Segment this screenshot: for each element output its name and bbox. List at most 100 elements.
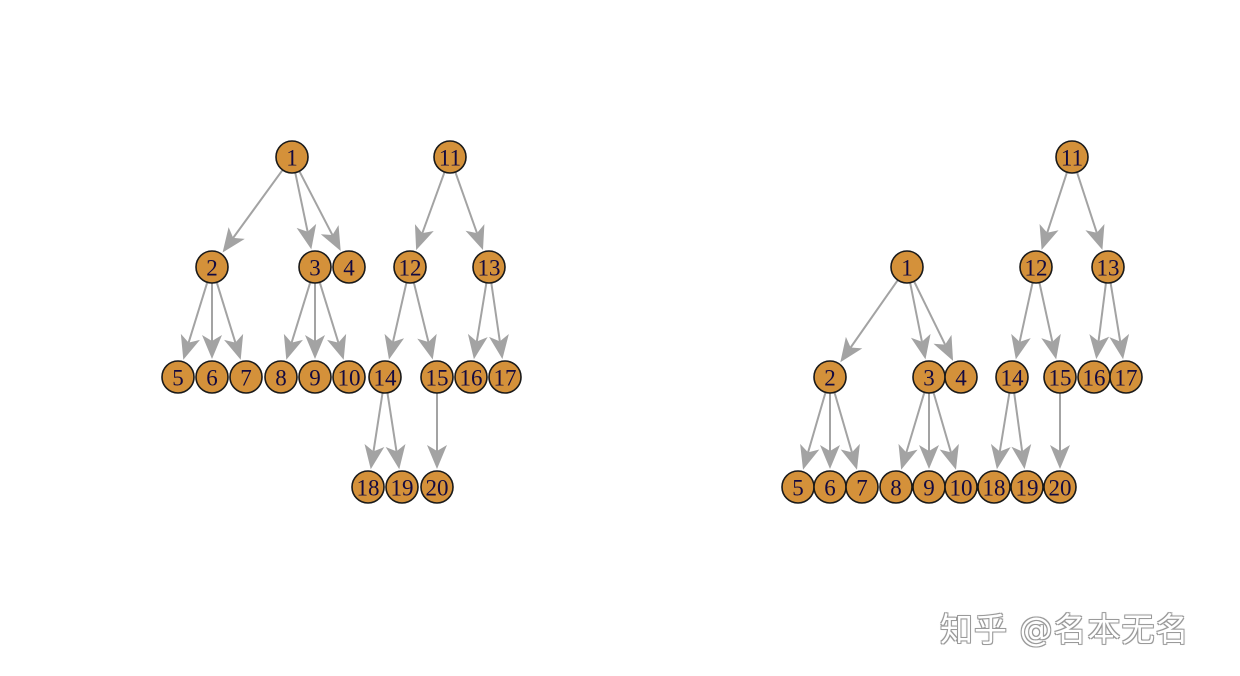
node-3: 3	[912, 360, 946, 394]
node-label: 8	[275, 366, 287, 391]
arrowhead-icon	[222, 227, 245, 253]
arrowhead-icon	[305, 335, 325, 359]
edge-3-10	[932, 392, 959, 470]
edge-13-16	[1089, 282, 1110, 360]
node-circle	[368, 360, 402, 394]
node-13: 13	[1091, 250, 1125, 284]
edge-2-7	[215, 281, 244, 360]
node-label: 2	[206, 256, 218, 281]
arrowhead-icon	[427, 445, 447, 469]
edge-14-18	[364, 392, 385, 470]
edge-12-14	[1011, 282, 1034, 360]
node-circle	[298, 360, 332, 394]
node-label: 11	[1061, 146, 1083, 171]
arrowhead-icon	[939, 443, 959, 470]
node-7: 7	[845, 470, 879, 504]
node-circle	[351, 470, 385, 504]
node-label: 3	[923, 366, 935, 391]
edge-3-9	[305, 283, 325, 359]
node-circle	[275, 140, 309, 174]
node-11: 11	[433, 140, 467, 174]
edge-1-3	[294, 172, 317, 250]
edge-14-19	[1011, 392, 1032, 470]
node-16: 16	[454, 360, 488, 394]
node-9: 9	[912, 470, 946, 504]
arrowhead-icon	[1085, 223, 1105, 250]
node-label: 10	[950, 476, 973, 501]
node-circle	[264, 360, 298, 394]
node-circle	[433, 140, 467, 174]
node-6: 6	[813, 470, 847, 504]
edge-layer	[800, 171, 1130, 470]
node-15: 15	[420, 360, 454, 394]
arrowhead-icon	[1041, 333, 1061, 360]
node-label: 15	[1049, 366, 1072, 391]
watermark-text: 知乎 @名本无名	[940, 610, 1190, 649]
node-2: 2	[195, 250, 229, 284]
edge-line	[913, 280, 947, 346]
node-label: 14	[374, 366, 398, 391]
node-17: 17	[488, 360, 522, 394]
edge-1-3	[909, 282, 931, 360]
node-1: 1	[890, 250, 924, 284]
node-circle	[488, 360, 522, 394]
edge-line	[290, 281, 312, 343]
edge-line	[386, 392, 398, 452]
node-circle	[977, 470, 1011, 504]
node-circle	[229, 360, 263, 394]
edge-line	[318, 281, 340, 343]
edge-1-2	[840, 279, 899, 363]
node-circle	[298, 250, 332, 284]
arrowhead-icon	[414, 224, 434, 251]
node-label: 1	[286, 146, 298, 171]
arrowhead-icon	[327, 333, 347, 360]
node-label: 12	[399, 256, 422, 281]
node-19: 19	[1010, 470, 1044, 504]
node-14: 14	[368, 360, 402, 394]
arrowhead-icon	[910, 333, 931, 360]
arrowhead-icon	[820, 445, 840, 469]
node-label: 20	[1049, 476, 1072, 501]
edge-line	[454, 171, 478, 234]
node-label: 6	[206, 366, 218, 391]
node-11: 11	[1055, 140, 1089, 174]
edge-line	[232, 169, 284, 239]
edge-1-2	[222, 169, 284, 253]
edge-line	[490, 282, 501, 342]
edge-3-9	[919, 393, 939, 469]
edge-2-6	[820, 393, 840, 469]
edge-11-13	[454, 171, 485, 251]
node-label: 8	[890, 476, 902, 501]
arrowhead-icon	[800, 443, 820, 470]
node-circle	[813, 360, 847, 394]
edge-13-17	[1109, 282, 1130, 360]
edge-2-5	[180, 281, 209, 360]
node-10: 10	[944, 470, 978, 504]
node-circle	[332, 360, 366, 394]
node-6: 6	[195, 360, 229, 394]
node-4: 4	[944, 360, 978, 394]
arrowhead-icon	[320, 225, 341, 252]
edge-11-12	[414, 171, 446, 251]
edge-line	[1109, 282, 1122, 342]
arrowhead-icon	[296, 223, 317, 250]
edge-3-10	[318, 281, 347, 360]
edge-line	[1076, 171, 1098, 234]
node-4: 4	[332, 250, 366, 284]
node-circle	[420, 470, 454, 504]
node-16: 16	[1077, 360, 1111, 394]
node-label: 9	[309, 366, 321, 391]
arrowhead-icon	[1039, 223, 1059, 250]
node-label: 11	[439, 146, 461, 171]
arrowhead-icon	[898, 443, 918, 470]
node-label: 18	[357, 476, 380, 501]
node-circle	[420, 360, 454, 394]
arrowhead-icon	[364, 443, 385, 470]
node-circle	[944, 360, 978, 394]
node-label: 17	[1115, 366, 1138, 391]
node-label: 14	[1001, 366, 1025, 391]
node-circle	[1019, 250, 1053, 284]
node-label: 13	[478, 256, 501, 281]
edge-line	[909, 282, 923, 342]
